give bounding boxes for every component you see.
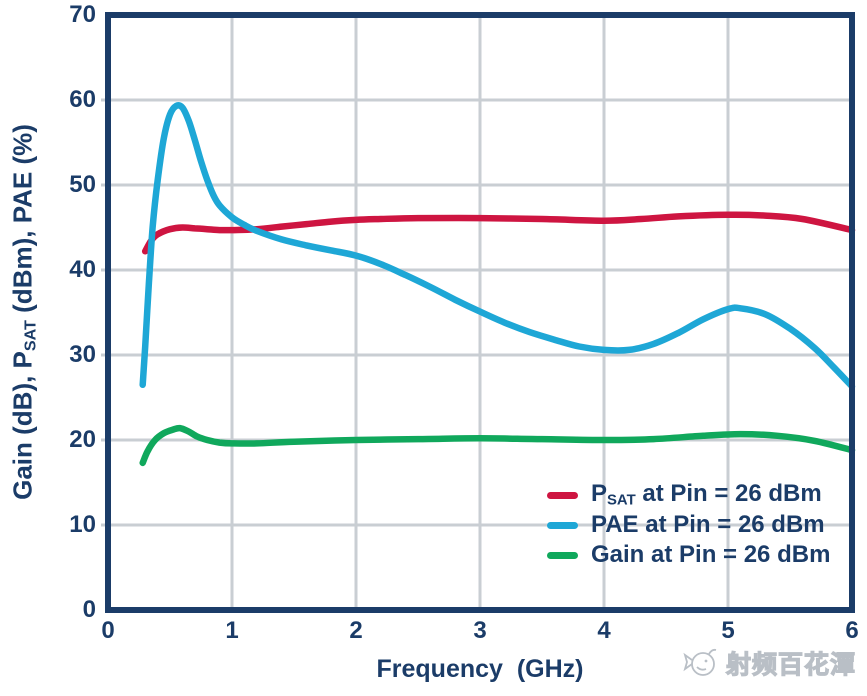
y-tick-label: 10 xyxy=(69,511,96,538)
y-tick-label: 50 xyxy=(69,171,96,198)
curve-psat xyxy=(141,211,856,255)
y-tick-label: 20 xyxy=(69,426,96,453)
y-tick-label: 70 xyxy=(69,1,96,28)
x-tick-label: 1 xyxy=(225,617,239,644)
y-axis-title-sub: SAT xyxy=(21,320,40,352)
y-tick-label: 30 xyxy=(69,341,96,368)
x-tick-label: 0 xyxy=(101,617,115,644)
y-axis-title: Gain (dB), PSAT (dBm), PAE (%) xyxy=(7,124,40,500)
x-tick-label: 5 xyxy=(721,617,735,644)
legend-item-pae: PAE at Pin = 26 dBm xyxy=(547,510,830,540)
y-axis-title-post: (dBm), PAE (%) xyxy=(7,124,38,321)
legend-label: Gain at Pin = 26 dBm xyxy=(591,541,831,568)
legend-swatch-gain xyxy=(547,551,578,559)
x-axis-title: Frequency (GHz) xyxy=(376,655,584,683)
y-tick-label: 0 xyxy=(82,596,96,623)
x-tick-label: 3 xyxy=(473,617,487,644)
curve-gain xyxy=(139,424,856,467)
legend-label: PAE at Pin = 26 dBm xyxy=(591,511,825,538)
axis-frame xyxy=(105,12,855,613)
legend-swatch-pae xyxy=(547,521,578,529)
y-axis-title-pre: Gain (dB), P xyxy=(7,351,38,500)
legend-swatch-psat xyxy=(547,491,578,499)
y-tick-label: 60 xyxy=(69,86,96,113)
legend-label: PSAT at Pin = 26 dBm xyxy=(591,479,822,509)
x-tick-label: 2 xyxy=(349,617,363,644)
legend-item-gain: Gain at Pin = 26 dBm xyxy=(547,540,830,570)
x-tick-label: 4 xyxy=(597,617,611,644)
x-tick-label: 6 xyxy=(845,617,859,644)
legend: PSAT at Pin = 26 dBm PAE at Pin = 26 dBm G… xyxy=(547,480,830,570)
legend-item-psat: PSAT at Pin = 26 dBm xyxy=(547,480,830,510)
curve-pae xyxy=(139,102,856,390)
y-tick-label: 40 xyxy=(69,256,96,283)
